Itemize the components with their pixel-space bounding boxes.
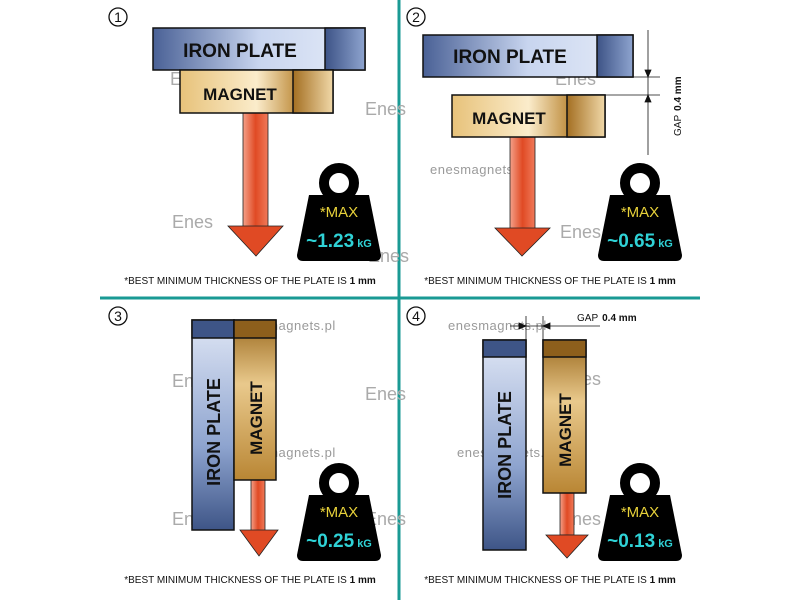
- weight-icon: *MAX ~0.25 kG: [297, 468, 381, 561]
- panel-1: 1 IRON PLATE MAGNET *MAX ~1.23 kG *BEST M…: [108, 7, 381, 287]
- panel-3: 3 IRON PLATE MAGNET *MAX ~0.25 kG *BEST M…: [108, 306, 381, 586]
- panel-number-badge: [406, 7, 426, 27]
- max-force-value: ~0.25 kG: [306, 531, 372, 552]
- panel-number: 1: [114, 9, 122, 25]
- watermark-logo: Enes: [172, 212, 213, 232]
- panel-2: 2 IRON PLATE MAGNET GAP0.4 mm *MAX ~0.65…: [406, 7, 684, 287]
- arrow-down-icon: [494, 136, 551, 257]
- magnet: MAGNET: [179, 69, 334, 114]
- panel-number: 2: [412, 9, 420, 25]
- footnote: *BEST MINIMUM THICKNESS OF THE PLATE IS …: [424, 575, 676, 586]
- watermark-logo: Enes: [560, 222, 601, 242]
- magnet-label: MAGNET: [472, 109, 546, 128]
- footnote: *BEST MINIMUM THICKNESS OF THE PLATE IS …: [124, 276, 376, 287]
- weight-icon: *MAX ~1.23 kG: [297, 168, 381, 261]
- watermark-url: enesmagnets.pl: [448, 318, 547, 333]
- watermark-logo: Enes: [365, 509, 406, 529]
- max-force-value: ~0.13 kG: [607, 531, 673, 552]
- max-label: *MAX: [320, 204, 358, 221]
- magnet: MAGNET: [233, 319, 277, 481]
- max-label: *MAX: [621, 504, 659, 521]
- panel-number: 3: [114, 308, 122, 324]
- iron-plate-label: IRON PLATE: [204, 378, 224, 486]
- magnet-label: MAGNET: [247, 381, 266, 455]
- magnet-label: MAGNET: [556, 393, 575, 467]
- watermark-url: enesmagnets.pl: [430, 162, 529, 177]
- weight-icon: *MAX ~0.65 kG: [598, 168, 682, 261]
- panel-number-badge: [406, 306, 426, 326]
- footnote: *BEST MINIMUM THICKNESS OF THE PLATE IS …: [424, 276, 676, 287]
- panel-number-badge: [108, 306, 128, 326]
- max-label: *MAX: [320, 504, 358, 521]
- magnet: MAGNET: [451, 94, 606, 138]
- max-force-value: ~0.65 kG: [607, 231, 673, 252]
- iron-plate: IRON PLATE: [191, 319, 235, 531]
- magnet-label: MAGNET: [203, 85, 277, 104]
- iron-plate-label: IRON PLATE: [453, 47, 567, 68]
- iron-plate: IRON PLATE: [152, 27, 366, 71]
- watermark-logo: Enes: [365, 384, 406, 404]
- arrow-down-icon: [227, 112, 284, 257]
- footnote: *BEST MINIMUM THICKNESS OF THE PLATE IS …: [124, 575, 376, 586]
- panel-4: 4 GAP 0.4 mm IRON PLATE MAGNET *MAX ~0.13…: [406, 306, 682, 586]
- gap-label: GAP0.4 mm: [673, 76, 684, 136]
- panel-number-badge: [108, 7, 128, 27]
- arrow-down-icon: [545, 492, 589, 559]
- weight-icon: *MAX ~0.13 kG: [598, 468, 682, 561]
- gap-dimension: [510, 316, 600, 340]
- max-force-value: ~1.23 kG: [306, 231, 372, 252]
- iron-plate: IRON PLATE: [422, 34, 634, 78]
- magnet: MAGNET: [542, 339, 587, 494]
- gap-dimension: [605, 30, 660, 155]
- watermark-logo: Enes: [365, 99, 406, 119]
- max-label: *MAX: [621, 204, 659, 221]
- iron-plate-label: IRON PLATE: [495, 391, 515, 499]
- iron-plate: IRON PLATE: [482, 339, 527, 551]
- panel-number: 4: [412, 308, 420, 324]
- iron-plate-label: IRON PLATE: [183, 41, 297, 62]
- arrow-down-icon: [239, 479, 279, 557]
